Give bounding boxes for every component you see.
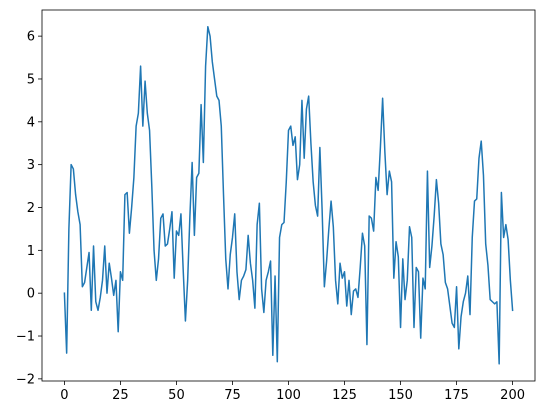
y-tick-label: 0	[27, 287, 35, 302]
x-tick-label: 50	[168, 388, 185, 403]
x-tick-label: 0	[60, 388, 68, 403]
x-tick-label: 200	[500, 388, 525, 403]
y-tick-label: 1	[27, 244, 35, 259]
y-tick-label: 4	[27, 115, 35, 130]
axes-frame	[41, 9, 536, 382]
x-tick-label: 100	[276, 388, 301, 403]
x-tick-label: 125	[332, 388, 357, 403]
y-tick-label: 5	[27, 72, 35, 87]
x-tick-label: 25	[112, 388, 129, 403]
x-tick-label: 175	[444, 388, 469, 403]
y-tick-label: −1	[16, 330, 35, 345]
x-tick-label: 150	[388, 388, 413, 403]
y-tick-label: −2	[16, 372, 35, 387]
y-tick-label: 6	[27, 30, 35, 45]
data-line	[63, 25, 514, 365]
y-tick-label: 2	[27, 201, 35, 216]
y-tick-label: 3	[27, 158, 35, 173]
x-tick-label: 75	[224, 388, 241, 403]
